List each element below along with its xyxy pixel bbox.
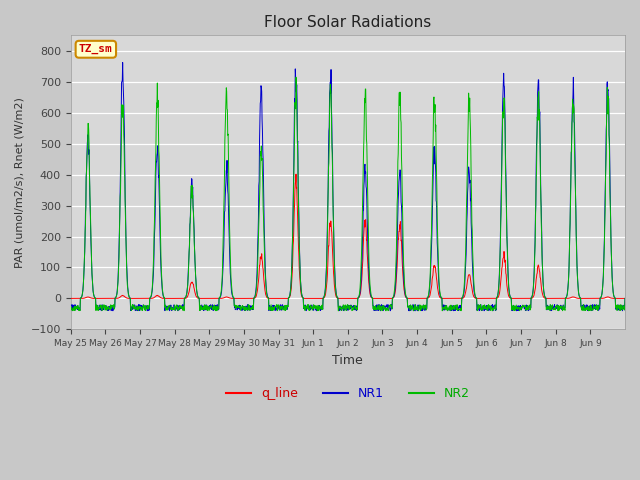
NR1 [333,295,341,300]
q_line [67,296,74,301]
Line: NR1: NR1 [70,62,625,311]
Y-axis label: PAR (umol/m2/s), Rnet (W/m2): PAR (umol/m2/s), Rnet (W/m2) [15,97,25,268]
NR1 [614,307,622,313]
NR2 [154,80,161,86]
q_line [614,296,622,301]
Line: NR2: NR2 [70,77,625,311]
q_line [479,296,486,301]
Line: q_line: q_line [70,174,625,299]
q_line [292,171,300,177]
NR2 [323,245,331,251]
q_line [154,292,161,298]
q_line [333,295,341,301]
NR2 [479,306,486,312]
NR1 [119,60,127,65]
NR2 [560,307,568,312]
NR1 [67,307,74,313]
NR2 [585,308,593,313]
q_line [323,277,331,283]
NR1 [561,306,568,312]
q_line [621,296,629,301]
NR1 [412,308,419,313]
NR2 [614,305,622,311]
NR1 [154,143,161,149]
NR1 [479,304,487,310]
NR2 [333,295,341,300]
Title: Floor Solar Radiations: Floor Solar Radiations [264,15,431,30]
NR2 [292,74,300,80]
Legend: q_line, NR1, NR2: q_line, NR1, NR2 [221,383,475,406]
NR2 [621,296,629,301]
NR1 [621,296,629,301]
X-axis label: Time: Time [332,354,364,367]
Text: TZ_sm: TZ_sm [79,44,113,54]
NR2 [67,306,74,312]
NR1 [323,239,331,245]
q_line [560,296,568,301]
